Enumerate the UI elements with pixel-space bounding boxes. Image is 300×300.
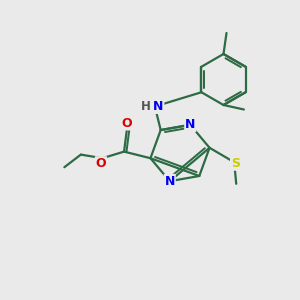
Text: N: N bbox=[165, 175, 175, 188]
Text: O: O bbox=[96, 157, 106, 170]
Text: N: N bbox=[185, 118, 195, 131]
Text: S: S bbox=[231, 157, 240, 170]
Text: N: N bbox=[153, 100, 164, 113]
Text: O: O bbox=[122, 117, 132, 130]
Text: H: H bbox=[141, 100, 151, 113]
